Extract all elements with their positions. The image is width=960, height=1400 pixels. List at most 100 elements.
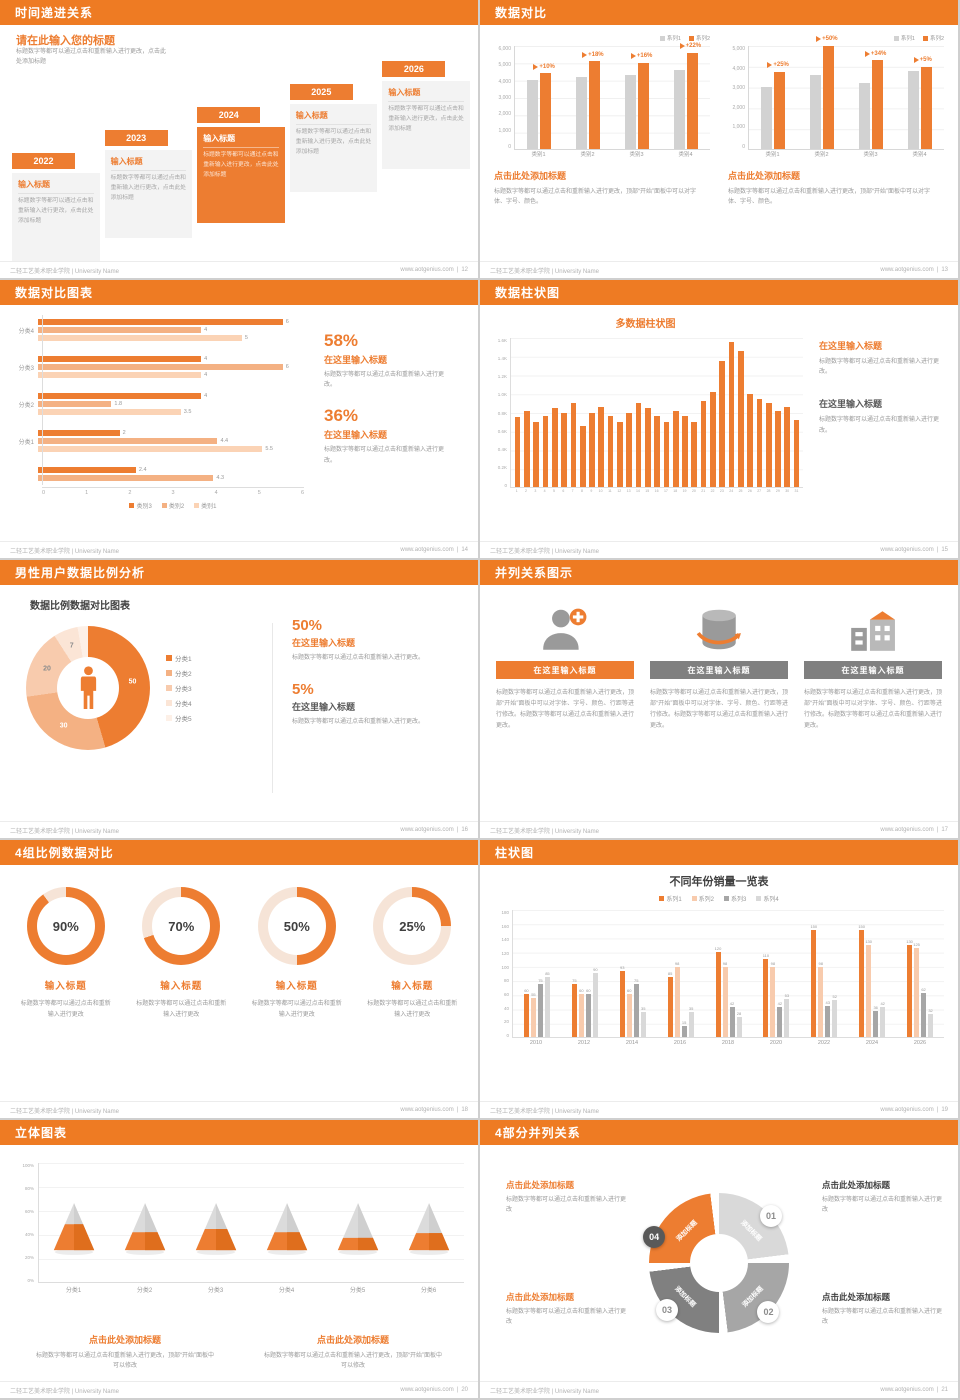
- bar-column: [784, 338, 791, 487]
- bar: [617, 421, 623, 487]
- category-label: 2022: [817, 1040, 831, 1046]
- slide-20-cone-chart[interactable]: 立体图表 100% 80% 60% 40% 20% 0% 分类1 分类2 分类3 分类4 分类5 分…: [0, 1120, 478, 1398]
- series2-bar: [589, 61, 601, 149]
- category-label: 2014: [625, 1040, 639, 1046]
- bar-column: [728, 338, 735, 487]
- column-text: 标题数字等都可以通过点击和重新输入进行更改，顶部“开始”面板中可以对字体、字号、…: [496, 690, 635, 730]
- item-title: 输入标题: [275, 981, 318, 992]
- bar: [921, 992, 927, 1037]
- percent-value: 36%: [324, 406, 359, 426]
- y-tick-label: 0.2K: [497, 464, 507, 470]
- bars: 2 4.4 5.5: [38, 430, 304, 452]
- text-block: 在这里输入标题 标题数字等都可以通过点击和重新输入进行更改。: [819, 339, 944, 377]
- bar-column: [616, 338, 623, 487]
- bar: [691, 421, 698, 487]
- y-tick-label: 5,000: [732, 46, 745, 52]
- bar: [770, 967, 776, 1037]
- bar-wrap: 93: [619, 965, 625, 1037]
- footer-separator: |: [456, 1387, 459, 1393]
- category-label: 分类4: [278, 1288, 295, 1294]
- bar-row: 5.5: [38, 446, 304, 452]
- bar-group: 分类3 4 6 4: [12, 356, 304, 378]
- x-tick-label: 9: [590, 489, 593, 493]
- text-block: 点击此处添加标题 标题数字等都可以通过点击和重新输入进行更改: [506, 1179, 628, 1215]
- bar: [873, 1011, 879, 1037]
- legend-label: 系列2: [695, 36, 710, 42]
- x-tick-label: 6: [562, 489, 565, 493]
- slide-12-timeline[interactable]: 时间递进关系 请在此输入您的标题 标题数字等都可以通过点击和重新输入进行更改，点…: [0, 0, 478, 278]
- slide-content: 100% 80% 60% 40% 20% 0% 分类1 分类2 分类3 分类4 分类5 分类6 点击…: [0, 1145, 478, 1381]
- category-label: 分类2: [136, 1288, 153, 1294]
- y-tick-label: 0: [506, 1032, 509, 1038]
- bar-row: 4.4: [38, 438, 304, 444]
- chart-legend: 系列1 系列2: [494, 33, 710, 43]
- bar: [832, 1000, 838, 1037]
- slide-15-column-chart[interactable]: 数据柱状图 多数据柱状图 1.6K 1.4K 1.2K 1.0K 0.8K 0.6K 0.4…: [480, 280, 958, 558]
- bar: [38, 446, 263, 452]
- legend-item: 类别1: [194, 501, 217, 510]
- value-label: 60: [626, 988, 632, 994]
- footer-site-page: www.aotgenius.com | 21: [880, 1387, 948, 1393]
- y-tick-label: 160: [501, 923, 509, 929]
- block-heading: 点击此处添加标题: [822, 1292, 891, 1302]
- plot-area: +25% +50% +34% +5%: [748, 36, 944, 150]
- database-icon: [692, 599, 746, 661]
- bar: [38, 475, 214, 481]
- bar: [523, 994, 529, 1037]
- ratio-item: 70% 输入标题 标题数字等都可以通过点击和重新输入进行更改: [130, 887, 234, 1095]
- legend-label: 分类1: [175, 656, 192, 663]
- bar: [880, 1007, 886, 1037]
- chart-legend: 系列1 系列2 系列3 系列4: [494, 894, 944, 903]
- bar-wrap: 90: [592, 967, 598, 1037]
- delta-label: +16%: [630, 53, 652, 60]
- chart-legend: 分类1 分类2 分类3 分类4 分类5: [166, 653, 192, 723]
- value-label: 53: [784, 993, 790, 999]
- item-text: 标题数字等都可以通过点击和重新输入进行更改: [251, 1001, 342, 1018]
- slide-14-hbar-chart[interactable]: 数据对比图表 分类4 6 4 5 分类3 4 6 4 分类2 4 1.8 3.5 分类1 2 4.4 5.5 2…: [0, 280, 478, 558]
- value-label: 2: [122, 430, 126, 436]
- slide-18-ratio-rings[interactable]: 4组比例数据对比 90% 输入标题 标题数字等都可以通过点击和重新输入进行更改 70%…: [0, 840, 478, 1118]
- slide-17-parallel-relation[interactable]: 并列关系图示 在这里输入标题 标题数字等都可以通过点击和重新输入进行更改，顶部“开…: [480, 560, 958, 838]
- value-label: 120: [714, 945, 722, 951]
- footer-site-page: www.aotgenius.com | 19: [880, 1107, 948, 1113]
- slide-16-donut-analysis[interactable]: 男性用户数据比例分析 数据比例数据对比图表 50 30 20 7 分类1 分类2 分类3 分…: [0, 560, 478, 838]
- slide-21-four-part-wheel[interactable]: 4部分并列关系 添加标题 添加标题 添加标题 添加标题 01 02 03 04 点击此处添加…: [480, 1120, 958, 1398]
- bar: [866, 944, 872, 1037]
- delta-label: +22%: [679, 42, 702, 49]
- value-label: 35: [688, 1006, 694, 1012]
- y-axis: 5,000 4,000 3,000 2,000 1,000 0: [728, 46, 748, 150]
- stat-text: 标题数字等都可以通过点击和重新输入进行更改。: [324, 447, 445, 464]
- column-header: 在这里输入标题: [650, 661, 788, 679]
- footer-org: 二轻工艺美术职业学院 | University Name: [490, 1388, 599, 1395]
- footer-site-page: www.aotgenius.com | 12: [400, 267, 468, 273]
- bar-wrap: 62: [921, 987, 927, 1037]
- bar-wrap: 60: [585, 988, 591, 1037]
- slide-footer: 二轻工艺美术职业学院 | University Name www.aotgeni…: [480, 1101, 958, 1118]
- slide-19-grouped-columns[interactable]: 柱状图 不同年份销量一览表 系列1 系列2 系列3 系列4 180 160 140 120 1…: [480, 840, 958, 1118]
- legend-label: 分类3: [175, 686, 192, 693]
- bar: [38, 467, 136, 473]
- percent-value: 58%: [324, 331, 359, 350]
- slide-content: 多数据柱状图 1.6K 1.4K 1.2K 1.0K 0.8K 0.6K 0.4K 0.2K 0…: [480, 305, 958, 541]
- y-tick-label: 0.8K: [497, 410, 507, 416]
- ratio-item: 25% 输入标题 标题数字等都可以通过点击和重新输入进行更改: [361, 887, 465, 1095]
- slide-13-data-comparison[interactable]: 数据对比 系列1 系列2 6,000 5,000 4,000 3,000 2,000 1,00…: [480, 0, 958, 278]
- stat-block: 58% 在这里输入标题 标题数字等都可以通过点击和重新输入进行更改。: [324, 331, 468, 390]
- footer-org: 二轻工艺美术职业学院 | University Name: [10, 828, 119, 835]
- y-tick-label: 100%: [22, 1163, 34, 1168]
- block-heading: 在这里输入标题: [819, 341, 883, 351]
- value-label: 15: [681, 1020, 687, 1026]
- percent-value: 90%: [52, 918, 79, 934]
- value-label: 5: [244, 335, 248, 341]
- delta-value: +22%: [685, 42, 702, 49]
- value-label: 4.4: [220, 438, 229, 444]
- legend-swatch: [724, 896, 729, 901]
- bar: [571, 983, 577, 1037]
- x-tick-label: 0: [42, 490, 46, 496]
- bar-column: [756, 338, 763, 487]
- footer-site-page: www.aotgenius.com | 17: [880, 827, 948, 833]
- bar: [542, 416, 549, 487]
- bar-group: 93 60 75 35: [609, 910, 657, 1037]
- step-card-title: 输入标题: [388, 87, 464, 102]
- x-tick-label: 1: [85, 490, 89, 496]
